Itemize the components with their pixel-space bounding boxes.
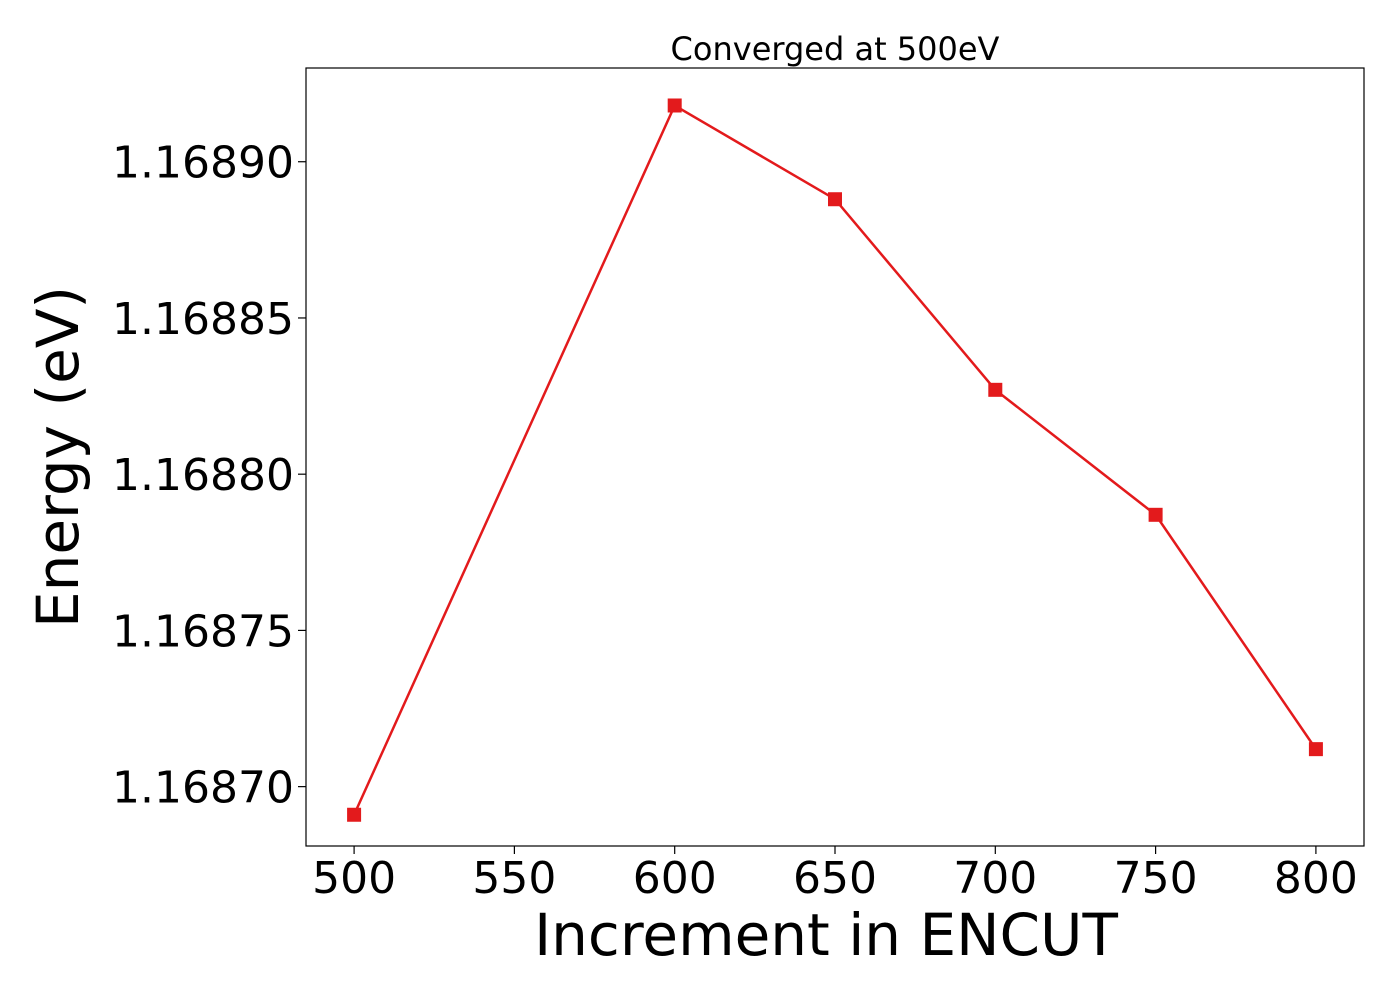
data-point-marker	[828, 192, 842, 207]
series-line	[352, 103, 1317, 816]
y-tick-label: 1.16880	[112, 450, 294, 501]
x-tick-label: 700	[953, 853, 1037, 904]
y-axis-label: Energy (eV)	[24, 286, 92, 628]
x-tick-label: 750	[1114, 853, 1198, 904]
y-tick-label: 1.16875	[112, 606, 294, 657]
y-tick-label: 1.16885	[112, 294, 294, 345]
data-point-marker	[988, 382, 1003, 397]
plot-area	[305, 67, 1365, 847]
y-tick-label: 1.16890	[112, 138, 294, 189]
x-tick-label: 600	[633, 853, 717, 904]
x-tick-label: 650	[793, 853, 877, 904]
x-tick-label: 800	[1274, 853, 1358, 904]
plot-frame	[305, 67, 1365, 847]
data-point-marker	[667, 98, 682, 113]
x-axis: 500 550 600 650 700 750 800	[312, 846, 1358, 904]
data-point-marker	[1308, 742, 1323, 757]
y-tick-label: 1.16870	[112, 763, 294, 814]
data-point-marker	[347, 807, 362, 822]
data-point-marker	[1148, 507, 1163, 522]
x-axis-label: Increment in ENCUT	[534, 901, 1118, 969]
chart-title: Converged at 500eV	[671, 30, 1000, 68]
series-layer	[347, 98, 1323, 822]
x-tick-label: 500	[312, 853, 396, 904]
y-axis: 1.16870 1.16875 1.16880 1.16885 1.16890	[112, 138, 306, 814]
x-tick-label: 550	[472, 853, 556, 904]
